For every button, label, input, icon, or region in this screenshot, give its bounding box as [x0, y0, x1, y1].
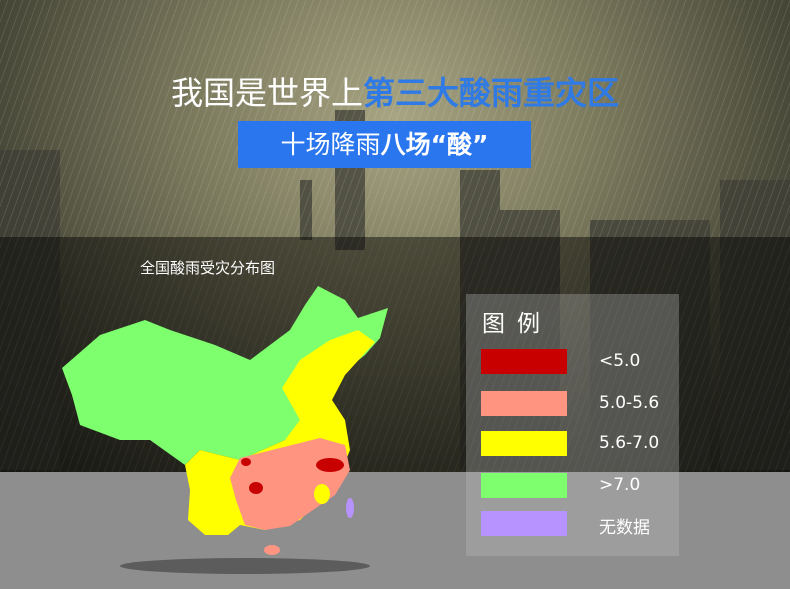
map-shadow — [120, 558, 370, 574]
legend-swatch — [481, 473, 567, 498]
subtitle-highlight: 八场“酸” — [380, 130, 489, 159]
legend-item: <5.0 — [481, 349, 671, 374]
region-below-5-c — [241, 458, 251, 466]
headline-part1: 我国是世界上 — [170, 74, 363, 112]
legend-item: 5.0-5.6 — [481, 391, 671, 416]
subtitle-part1: 十场降雨 — [280, 130, 381, 159]
legend-swatch — [481, 511, 567, 536]
background-photo — [0, 0, 790, 472]
legend-swatch — [481, 349, 567, 374]
legend-label: <5.0 — [599, 351, 641, 371]
legend-swatch — [481, 431, 567, 456]
legend-label: 5.0-5.6 — [599, 393, 660, 413]
hainan — [264, 545, 280, 555]
headline: 我国是世界上第三大酸雨重灾区 — [0, 68, 790, 114]
legend-label: 5.6-7.0 — [599, 433, 660, 453]
legend-label: >7.0 — [599, 475, 641, 495]
legend-item: 无数据 — [481, 511, 671, 538]
taiwan-no-data — [346, 498, 354, 518]
legend-item: 5.6-7.0 — [481, 431, 671, 456]
legend-swatch — [481, 391, 567, 416]
headline-highlight: 第三大酸雨重灾区 — [363, 74, 620, 112]
legend-item: >7.0 — [481, 473, 671, 498]
legend: 图例 <5.0 5.0-5.6 5.6-7.0 >7.0 无数据 — [466, 294, 679, 556]
map-title: 全国酸雨受灾分布图 — [140, 259, 276, 277]
region-above-7 — [62, 286, 388, 465]
legend-title: 图例 — [482, 311, 552, 337]
region-5.6-7.0-patch — [314, 484, 330, 504]
region-below-5-a — [249, 482, 263, 494]
region-below-5-b — [316, 458, 344, 472]
legend-label: 无数据 — [599, 518, 650, 538]
subtitle-banner: 十场降雨八场“酸” — [238, 121, 531, 168]
